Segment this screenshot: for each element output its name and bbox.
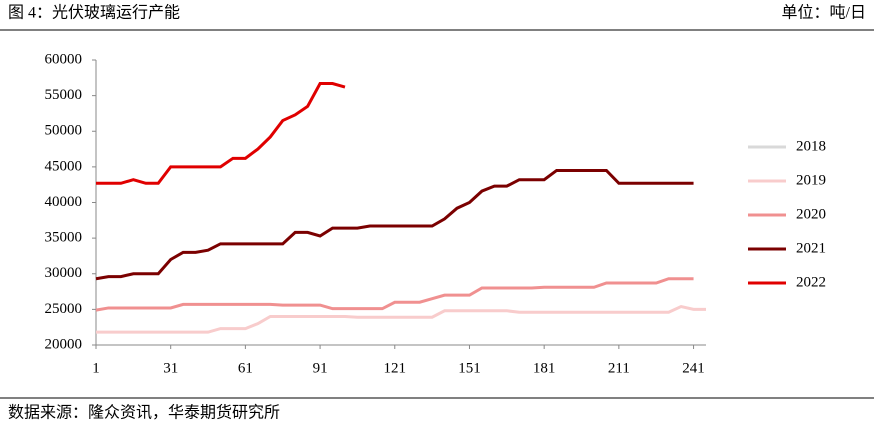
legend-label: 2021	[796, 240, 826, 256]
x-tick-label: 61	[238, 360, 253, 376]
legend-label: 2019	[796, 172, 826, 188]
series-line	[96, 304, 706, 334]
x-tick-label: 181	[533, 360, 556, 376]
y-tick-label: 45000	[45, 158, 83, 174]
unit: 单位：吨/日	[782, 4, 866, 22]
x-tick-label: 151	[458, 360, 481, 376]
y-tick-label: 50000	[45, 123, 83, 139]
legend-label: 2020	[796, 206, 826, 222]
x-tick-label: 1	[92, 360, 100, 376]
title: 图 4：光伏玻璃运行产能	[8, 4, 180, 22]
y-tick-label: 35000	[45, 230, 83, 246]
y-tick-label: 60000	[45, 51, 83, 67]
y-tick-label: 40000	[45, 194, 83, 210]
legend-label: 2022	[796, 274, 826, 290]
y-tick-label: 55000	[45, 87, 83, 103]
y-tick-label: 25000	[45, 301, 83, 317]
source: 数据来源：隆众资讯，华泰期货研究所	[8, 404, 280, 422]
series-line	[95, 168, 694, 281]
y-tick-label: 20000	[45, 336, 83, 352]
x-tick-label: 31	[163, 360, 178, 376]
x-tick-label: 121	[384, 360, 407, 376]
x-tick-label: 91	[313, 360, 328, 376]
x-tick-label: 241	[682, 360, 705, 376]
x-tick-label: 211	[608, 360, 630, 376]
series-line	[95, 277, 694, 312]
y-tick-label: 30000	[45, 265, 83, 281]
legend-label: 2018	[796, 138, 826, 154]
series-line	[96, 82, 346, 185]
